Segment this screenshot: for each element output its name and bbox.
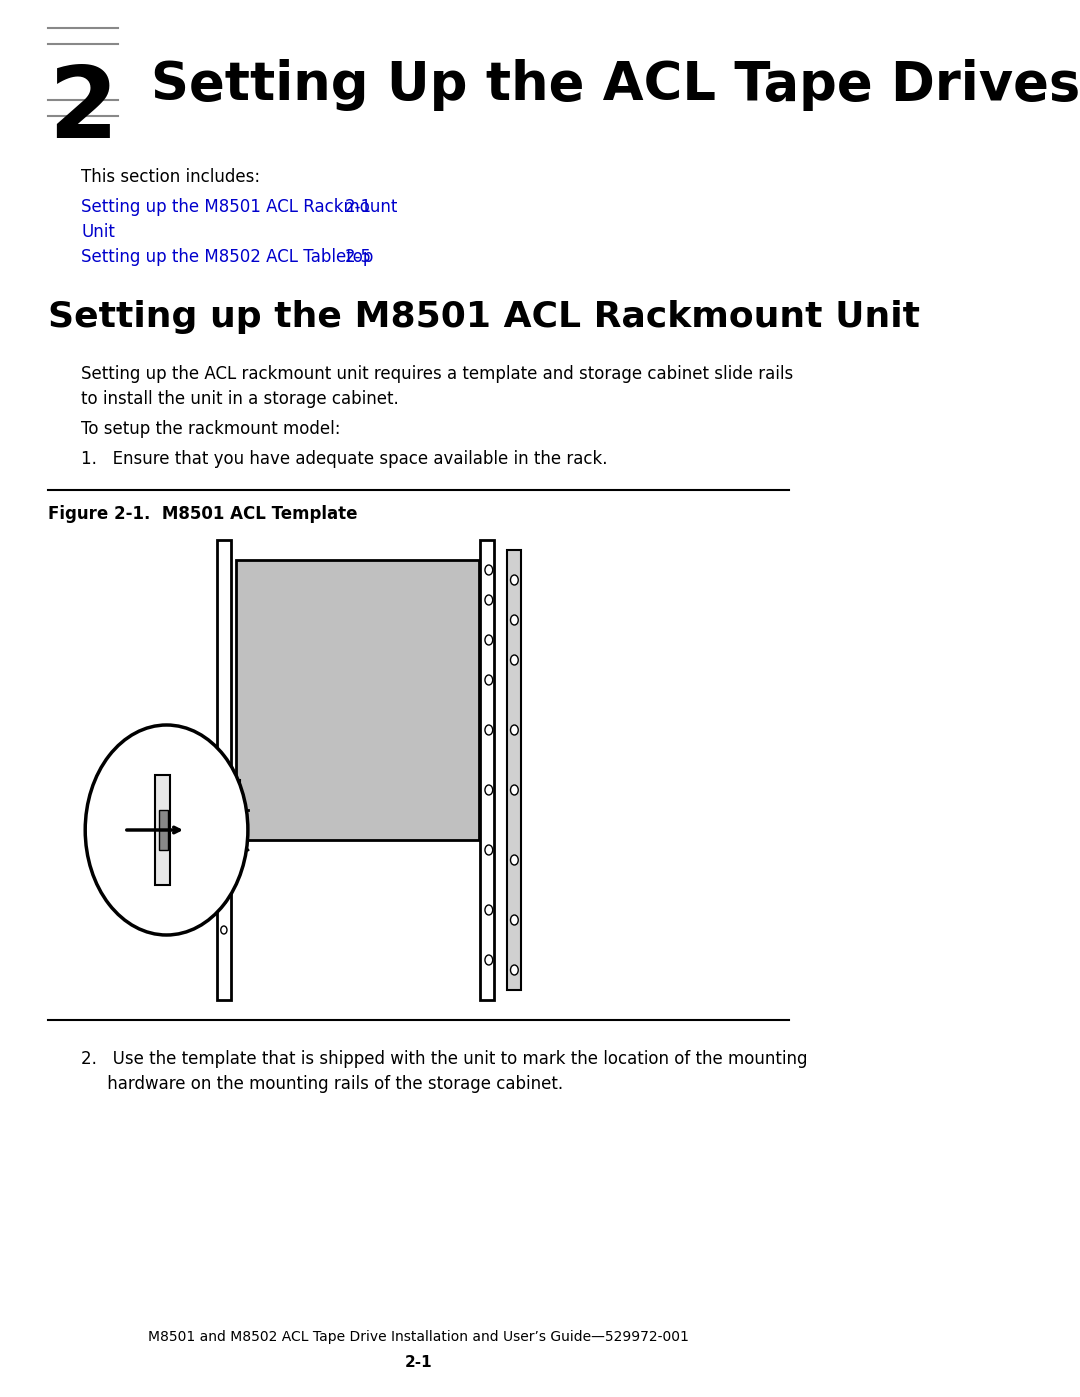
Text: 2-1: 2-1	[405, 1355, 432, 1370]
Circle shape	[485, 564, 492, 576]
Text: To setup the rackmount model:: To setup the rackmount model:	[81, 420, 341, 439]
Text: This section includes:: This section includes:	[81, 168, 260, 186]
Bar	[481, 541, 495, 1000]
Circle shape	[485, 725, 492, 735]
Text: 1.   Ensure that you have adequate space available in the rack.: 1. Ensure that you have adequate space a…	[81, 450, 608, 468]
Circle shape	[511, 785, 518, 795]
Circle shape	[220, 835, 227, 844]
Text: 2-5: 2-5	[345, 249, 372, 265]
Text: Figure 2-1.  M8501 ACL Template: Figure 2-1. M8501 ACL Template	[48, 504, 357, 522]
Circle shape	[220, 926, 227, 935]
Text: M8501 and M8502 ACL Tape Drive Installation and User’s Guide—529972-001: M8501 and M8502 ACL Tape Drive Installat…	[148, 1330, 689, 1344]
Circle shape	[485, 636, 492, 645]
Circle shape	[85, 725, 248, 935]
Circle shape	[511, 965, 518, 975]
Text: 2-1: 2-1	[345, 198, 372, 217]
Text: Setting up the M8501 ACL Rackmount
Unit: Setting up the M8501 ACL Rackmount Unit	[81, 198, 397, 242]
Circle shape	[511, 655, 518, 665]
Circle shape	[511, 915, 518, 925]
Bar	[217, 541, 231, 1000]
Bar	[159, 810, 168, 849]
Circle shape	[485, 675, 492, 685]
Text: 2.   Use the template that is shipped with the unit to mark the location of the : 2. Use the template that is shipped with…	[81, 1051, 808, 1092]
Circle shape	[485, 905, 492, 915]
Circle shape	[220, 895, 227, 904]
Circle shape	[485, 785, 492, 795]
Bar	[154, 775, 171, 886]
Circle shape	[485, 595, 492, 605]
Text: Setting up the M8502 ACL Tabletop: Setting up the M8502 ACL Tabletop	[81, 249, 374, 265]
Circle shape	[511, 576, 518, 585]
Circle shape	[485, 845, 492, 855]
Circle shape	[485, 956, 492, 965]
Text: 2: 2	[49, 61, 118, 159]
Circle shape	[220, 866, 227, 875]
Circle shape	[511, 615, 518, 624]
Bar	[220, 780, 240, 840]
Bar	[508, 550, 522, 990]
Text: Setting up the ACL rackmount unit requires a template and storage cabinet slide : Setting up the ACL rackmount unit requir…	[81, 365, 794, 408]
Bar	[237, 560, 478, 840]
Text: Setting up the M8501 ACL Rackmount Unit: Setting up the M8501 ACL Rackmount Unit	[48, 300, 920, 334]
Circle shape	[511, 725, 518, 735]
Text: Setting Up the ACL Tape Drives: Setting Up the ACL Tape Drives	[151, 59, 1080, 110]
Circle shape	[511, 855, 518, 865]
